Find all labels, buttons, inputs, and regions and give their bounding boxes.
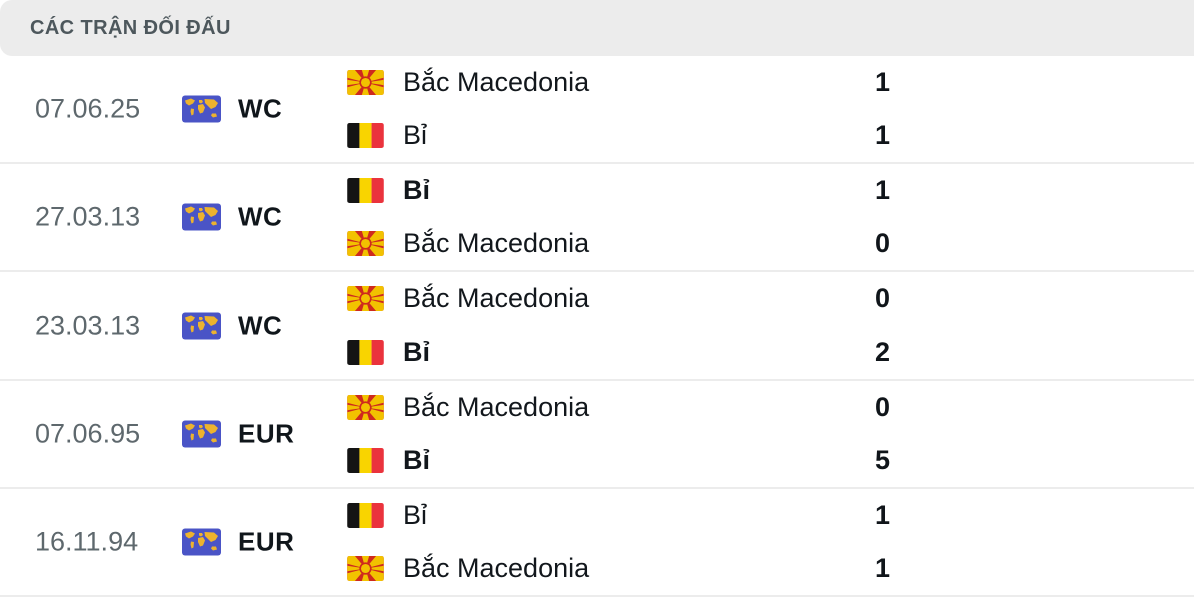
match-date: 23.03.13 xyxy=(35,310,141,340)
team-score: 2 xyxy=(874,336,890,367)
team-name: Bỉ xyxy=(403,499,428,530)
match-row[interactable]: 23.03.13 WC xyxy=(0,272,1194,381)
competition: WC xyxy=(182,310,282,341)
match-date: 07.06.95 xyxy=(35,418,141,449)
match-date: 07.06.25 xyxy=(35,93,141,124)
world-map-icon xyxy=(182,420,221,448)
competition: WC xyxy=(182,202,282,233)
team-flag xyxy=(347,555,384,581)
teams: Bắc Macedonia 0 Bỉ 2 xyxy=(347,272,890,378)
world-map-icon xyxy=(182,203,221,231)
team-name: Bỉ xyxy=(403,175,430,206)
team-score: 1 xyxy=(874,175,890,206)
competition-code: EUR xyxy=(238,418,295,449)
team-flag xyxy=(347,178,384,204)
match-row[interactable]: 27.03.13 WC Bỉ 1 xyxy=(0,164,1194,273)
team-flag xyxy=(347,394,384,420)
team-score: 0 xyxy=(874,391,890,422)
north-macedonia-flag-icon xyxy=(347,70,384,96)
team-score: 0 xyxy=(874,283,890,314)
team-name: Bỉ xyxy=(403,444,430,475)
team-line: Bắc Macedonia 1 xyxy=(347,542,890,595)
team-line: Bỉ 1 xyxy=(347,489,890,542)
team-name: Bỉ xyxy=(403,120,428,151)
team-name: Bắc Macedonia xyxy=(403,228,590,259)
belgium-flag-icon xyxy=(347,178,384,204)
section-title: CÁC TRẬN ĐỐI ĐẤU xyxy=(30,16,231,39)
match-row[interactable]: 07.06.95 EUR xyxy=(0,380,1194,489)
team-line: Bỉ 2 xyxy=(347,326,890,379)
competition: EUR xyxy=(182,418,294,449)
north-macedonia-flag-icon xyxy=(347,394,384,420)
team-flag xyxy=(347,447,384,473)
team-line: Bỉ 5 xyxy=(347,434,890,487)
teams: Bỉ 1 Bắc Macedonia 1 xyxy=(347,489,890,595)
team-name: Bỉ xyxy=(403,336,430,367)
team-flag xyxy=(347,123,384,149)
match-date: 27.03.13 xyxy=(35,201,141,232)
teams: Bắc Macedonia 1 Bỉ 1 xyxy=(347,56,890,162)
team-score: 1 xyxy=(874,499,890,530)
matches-list: 07.06.25 WC xyxy=(0,56,1194,597)
team-name: Bắc Macedonia xyxy=(403,67,590,98)
competition: EUR xyxy=(182,526,294,557)
team-score: 5 xyxy=(874,444,890,475)
match-row[interactable]: 07.06.25 WC xyxy=(0,56,1194,165)
competition-code: WC xyxy=(238,201,283,232)
team-flag xyxy=(347,339,384,365)
world-map-icon xyxy=(182,95,221,123)
team-name: Bắc Macedonia xyxy=(403,391,590,422)
competition: WC xyxy=(182,94,282,125)
competition-code: WC xyxy=(238,310,283,340)
north-macedonia-flag-icon xyxy=(347,286,384,312)
team-line: Bắc Macedonia 0 xyxy=(347,272,890,325)
team-score: 1 xyxy=(874,120,890,151)
team-flag xyxy=(347,231,384,257)
team-score: 1 xyxy=(874,67,890,98)
team-score: 0 xyxy=(874,228,890,259)
north-macedonia-flag-icon xyxy=(347,555,384,581)
section-header: CÁC TRẬN ĐỐI ĐẤU xyxy=(0,0,1194,56)
belgium-flag-icon xyxy=(347,502,384,528)
world-map-icon xyxy=(182,528,221,556)
belgium-flag-icon xyxy=(347,123,384,149)
team-line: Bắc Macedonia 0 xyxy=(347,381,890,434)
team-flag xyxy=(347,502,384,528)
match-date: 16.11.94 xyxy=(35,526,139,557)
world-map-icon xyxy=(182,312,221,339)
team-name: Bắc Macedonia xyxy=(403,283,590,314)
belgium-flag-icon xyxy=(347,339,384,365)
team-flag xyxy=(347,286,384,312)
team-line: Bắc Macedonia 1 xyxy=(347,56,890,109)
team-flag xyxy=(347,70,384,96)
team-score: 1 xyxy=(874,552,890,583)
team-name: Bắc Macedonia xyxy=(403,552,590,583)
north-macedonia-flag-icon xyxy=(347,231,384,257)
team-line: Bắc Macedonia 0 xyxy=(347,217,890,270)
belgium-flag-icon xyxy=(347,447,384,473)
team-line: Bỉ 1 xyxy=(347,109,890,162)
team-line: Bỉ 1 xyxy=(347,164,890,217)
match-row[interactable]: 16.11.94 EUR Bỉ 1 xyxy=(0,488,1194,597)
teams: Bắc Macedonia 0 Bỉ 5 xyxy=(347,381,890,487)
competition-code: EUR xyxy=(238,526,295,557)
teams: Bỉ 1 Bắc Macedonia 0 xyxy=(347,164,890,270)
competition-code: WC xyxy=(238,93,283,124)
